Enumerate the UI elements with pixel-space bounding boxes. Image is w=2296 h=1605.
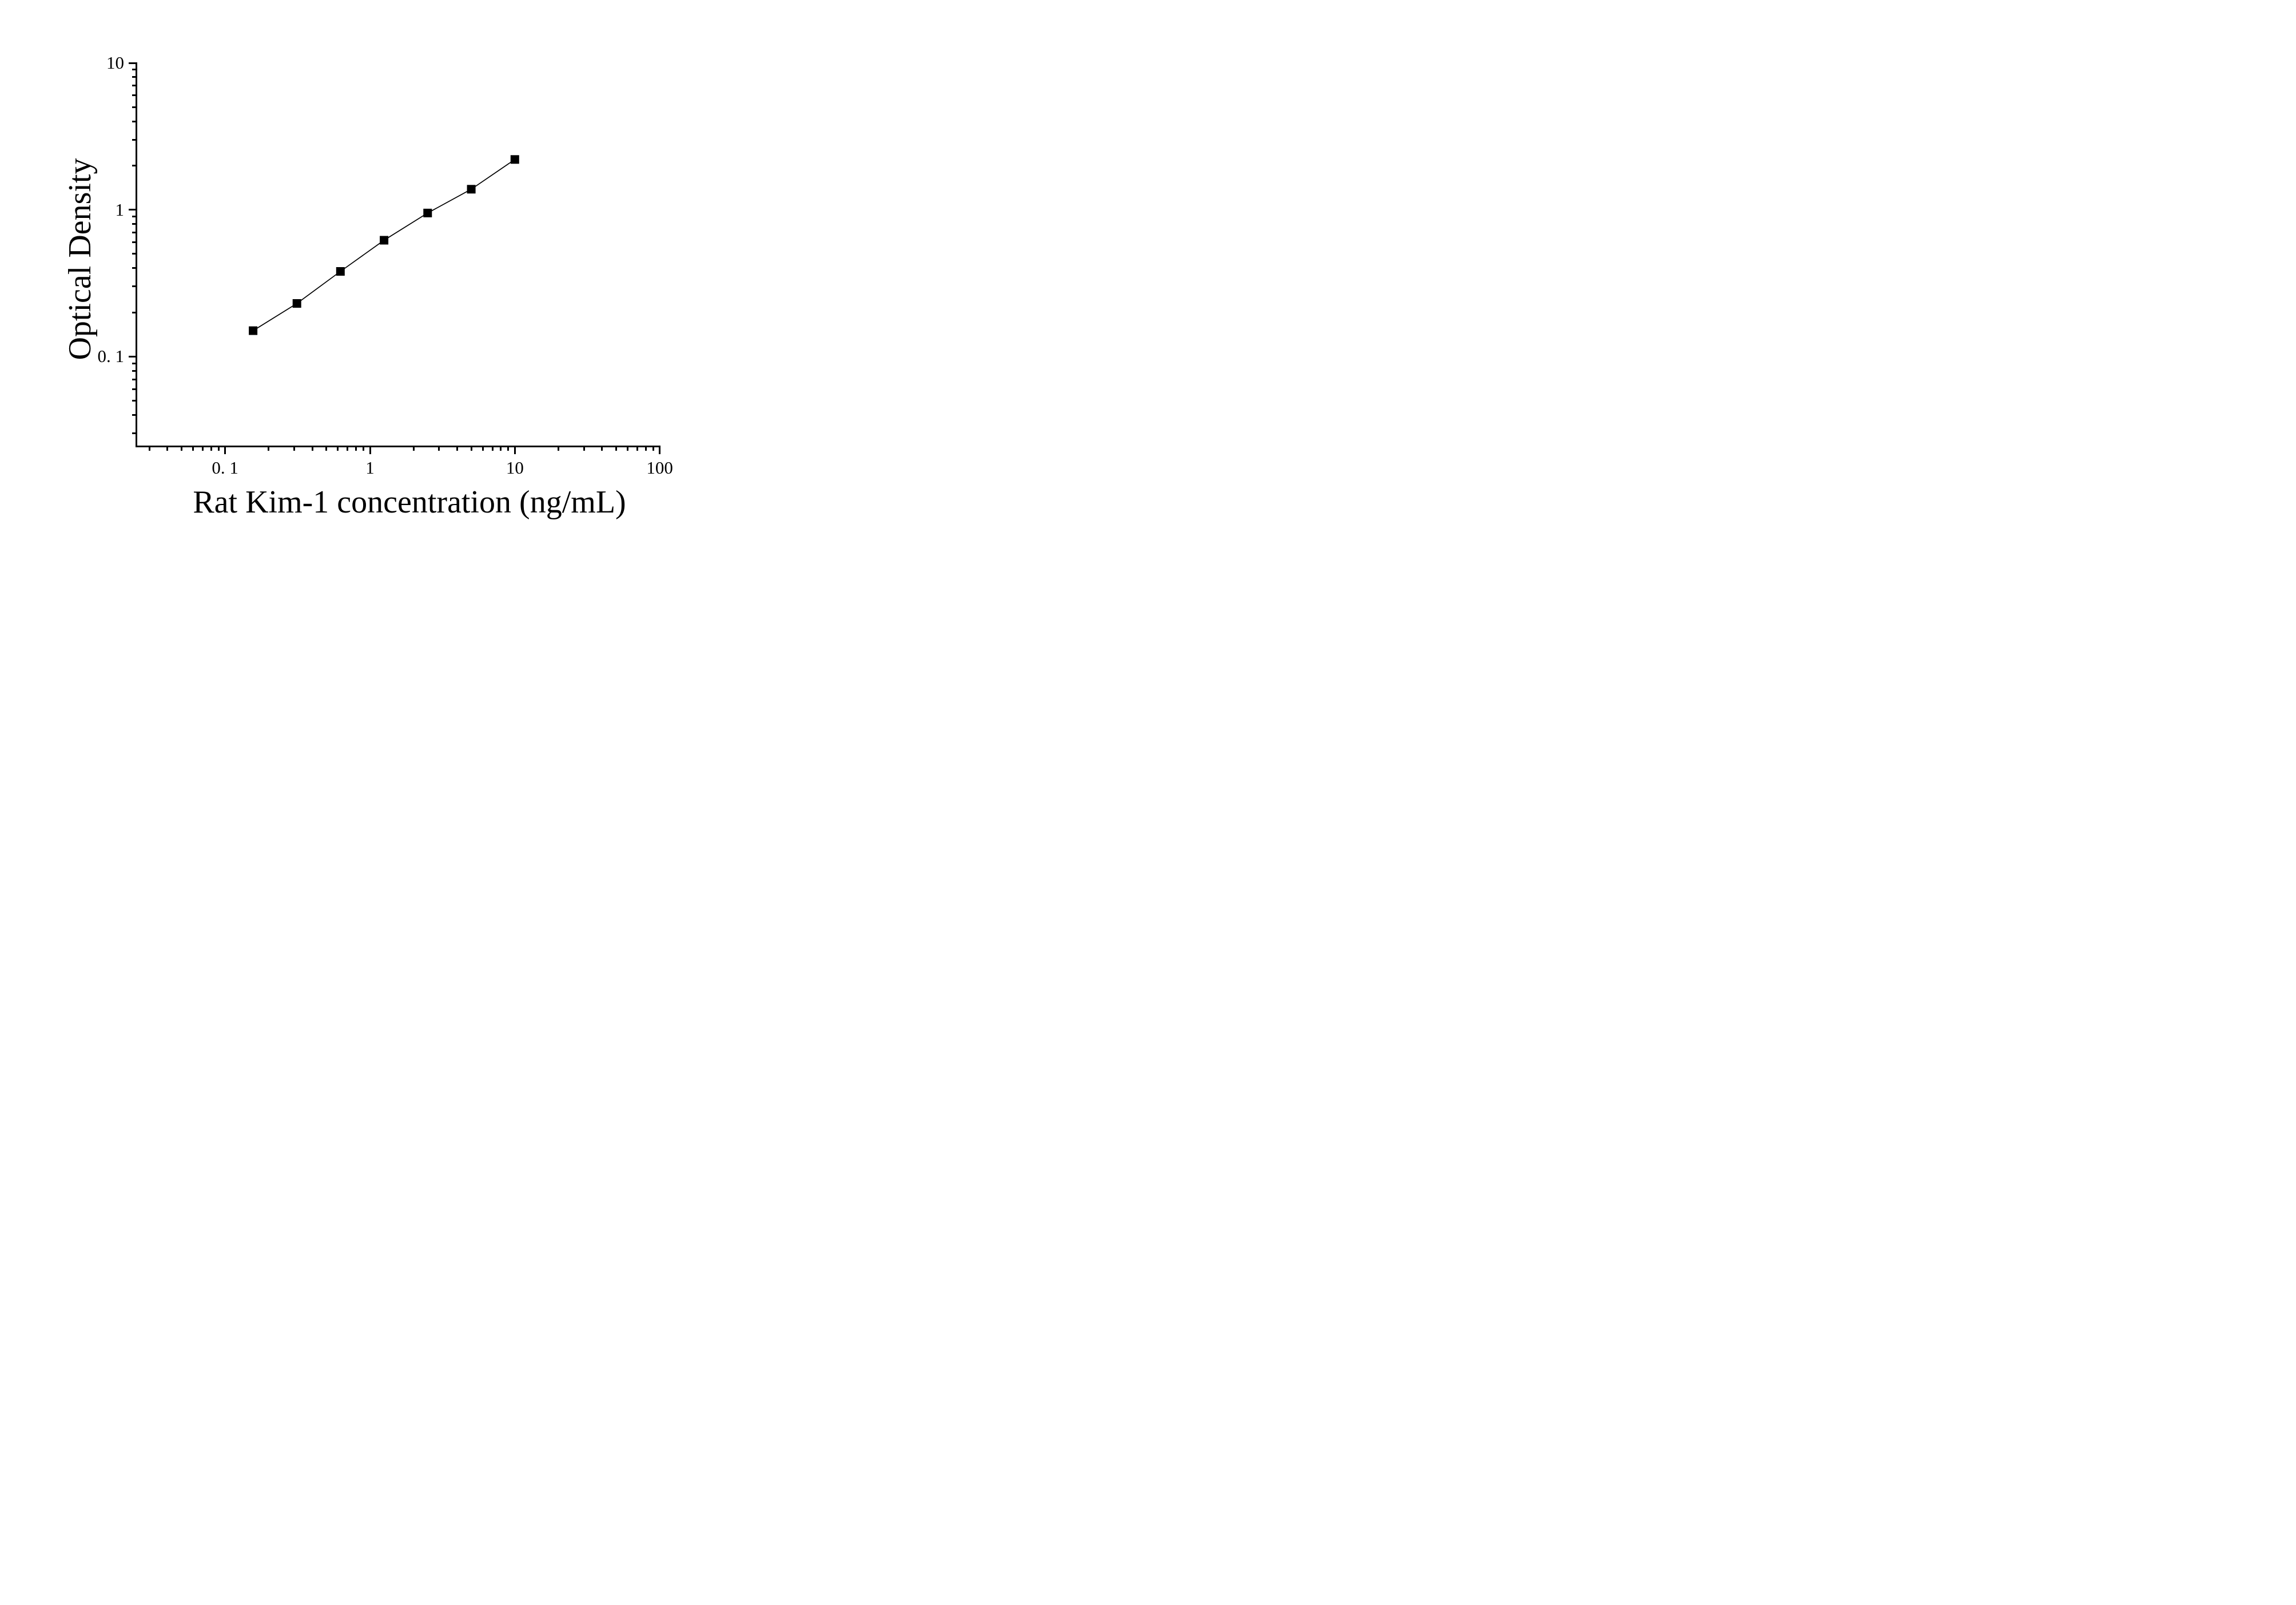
x-minor-tick [507, 447, 510, 451]
x-axis-line [136, 445, 661, 447]
data-point-marker [380, 236, 389, 245]
y-major-tick [129, 355, 136, 357]
x-minor-tick [337, 447, 339, 451]
data-point-marker [423, 208, 432, 217]
x-minor-tick [217, 447, 220, 451]
x-minor-tick [636, 447, 638, 451]
y-minor-tick [132, 370, 136, 372]
y-minor-tick [132, 267, 136, 269]
y-minor-tick [132, 253, 136, 255]
curve-line [253, 159, 515, 331]
y-minor-tick [132, 120, 136, 122]
x-minor-tick [210, 447, 212, 451]
data-point-marker [249, 326, 258, 335]
data-point-marker [467, 185, 476, 194]
y-minor-tick [132, 164, 136, 166]
x-minor-tick [583, 447, 585, 451]
x-minor-tick [500, 447, 502, 451]
y-major-tick [129, 62, 136, 64]
y-minor-tick [132, 378, 136, 380]
y-minor-tick [132, 362, 136, 364]
y-tick-label: 1 [115, 199, 125, 220]
x-minor-tick [347, 447, 349, 451]
y-minor-tick [132, 94, 136, 97]
x-minor-tick [412, 447, 415, 451]
y-minor-tick [132, 69, 136, 71]
x-minor-tick [615, 447, 617, 451]
y-minor-tick [132, 311, 136, 313]
y-minor-tick [132, 223, 136, 225]
x-minor-tick [311, 447, 313, 451]
y-minor-tick [132, 85, 136, 87]
x-major-tick [224, 447, 226, 454]
x-minor-tick [652, 447, 654, 451]
x-minor-tick [362, 447, 364, 451]
x-minor-tick [180, 447, 182, 451]
x-minor-tick [644, 447, 647, 451]
x-axis-title: Rat Kim-1 concentration (ng/mL) [193, 484, 626, 520]
elisa-standard-curve-figure: Optical Density Rat Kim-1 concentration … [0, 0, 765, 535]
x-minor-tick [482, 447, 484, 451]
x-minor-tick [268, 447, 270, 451]
x-minor-tick [325, 447, 328, 451]
y-minor-tick [132, 231, 136, 233]
x-tick-label: 100 [646, 458, 673, 478]
y-minor-tick [132, 138, 136, 141]
data-point-marker [510, 155, 519, 164]
x-tick-label: 10 [506, 458, 524, 478]
x-minor-tick [601, 447, 603, 451]
y-minor-tick [132, 241, 136, 244]
x-minor-tick [192, 447, 194, 451]
y-tick-label: 10 [106, 53, 124, 73]
x-minor-tick [456, 447, 459, 451]
x-tick-label: 1 [365, 458, 375, 478]
y-minor-tick [132, 400, 136, 402]
data-series-layer [249, 155, 519, 335]
x-major-tick [659, 447, 661, 454]
y-minor-tick [132, 432, 136, 435]
x-major-tick [369, 447, 371, 454]
y-minor-tick [132, 414, 136, 416]
x-tick-label: 0. 1 [212, 458, 238, 478]
y-axis-line [136, 62, 138, 447]
x-minor-tick [201, 447, 204, 451]
y-minor-tick [132, 76, 136, 78]
x-minor-tick [293, 447, 296, 451]
x-minor-tick [355, 447, 357, 451]
data-point-marker [336, 267, 345, 276]
y-minor-tick [132, 215, 136, 217]
x-minor-tick [166, 447, 169, 451]
x-minor-tick [558, 447, 560, 451]
data-point-marker [292, 299, 301, 308]
x-minor-tick [148, 447, 150, 451]
y-major-tick [129, 209, 136, 211]
x-minor-tick [626, 447, 628, 451]
y-minor-tick [132, 285, 136, 288]
x-major-tick [514, 447, 516, 454]
y-minor-tick [132, 106, 136, 108]
y-tick-label: 0. 1 [97, 346, 125, 367]
x-minor-tick [438, 447, 440, 451]
y-minor-tick [132, 388, 136, 390]
x-minor-tick [491, 447, 494, 451]
x-minor-tick [470, 447, 472, 451]
